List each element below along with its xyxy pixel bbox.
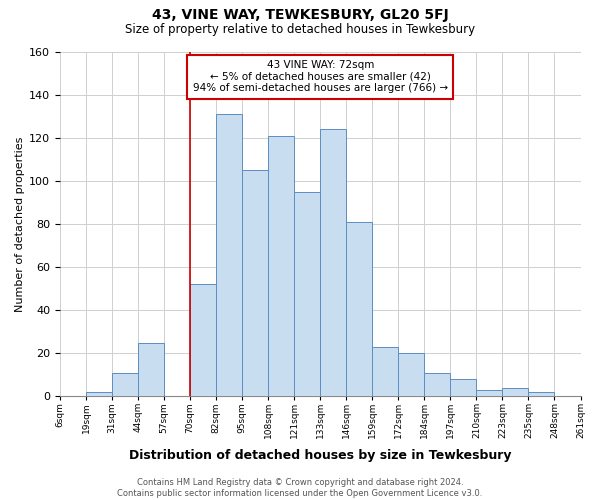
Bar bbox=[373, 347, 398, 397]
Text: 43 VINE WAY: 72sqm
← 5% of detached houses are smaller (42)
94% of semi-detached: 43 VINE WAY: 72sqm ← 5% of detached hous… bbox=[193, 60, 448, 94]
X-axis label: Distribution of detached houses by size in Tewkesbury: Distribution of detached houses by size … bbox=[129, 450, 512, 462]
Bar bbox=[346, 222, 373, 396]
Text: 43, VINE WAY, TEWKESBURY, GL20 5FJ: 43, VINE WAY, TEWKESBURY, GL20 5FJ bbox=[152, 8, 448, 22]
Bar bbox=[268, 136, 294, 396]
Bar bbox=[529, 392, 554, 396]
Text: Size of property relative to detached houses in Tewkesbury: Size of property relative to detached ho… bbox=[125, 22, 475, 36]
Bar bbox=[476, 390, 502, 396]
Bar bbox=[398, 354, 424, 397]
Bar bbox=[320, 129, 346, 396]
Bar bbox=[138, 342, 164, 396]
Text: Contains HM Land Registry data © Crown copyright and database right 2024.
Contai: Contains HM Land Registry data © Crown c… bbox=[118, 478, 482, 498]
Y-axis label: Number of detached properties: Number of detached properties bbox=[15, 136, 25, 312]
Bar bbox=[242, 170, 268, 396]
Bar bbox=[451, 379, 476, 396]
Bar bbox=[86, 392, 112, 396]
Bar bbox=[112, 372, 138, 396]
Bar bbox=[424, 372, 451, 396]
Bar bbox=[190, 284, 216, 397]
Bar bbox=[502, 388, 529, 396]
Bar bbox=[216, 114, 242, 397]
Bar bbox=[294, 192, 320, 396]
